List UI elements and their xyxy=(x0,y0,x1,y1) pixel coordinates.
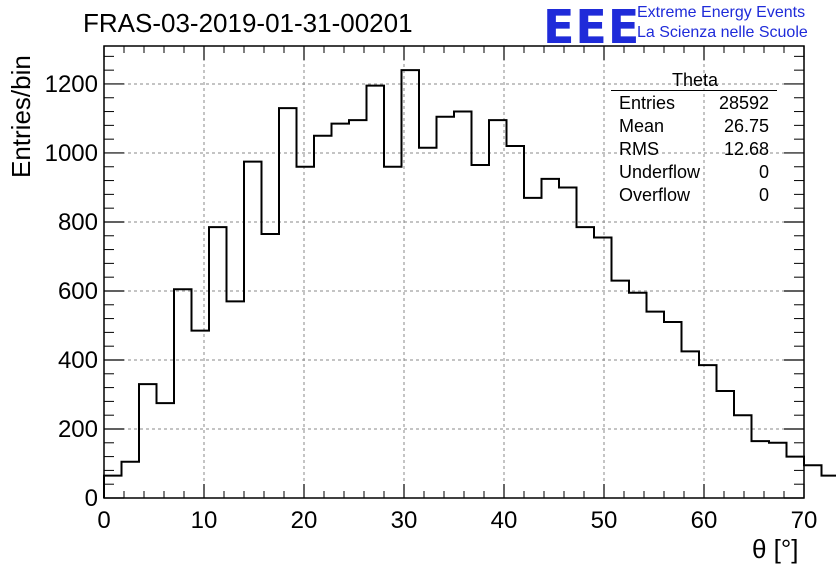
x-tick-label: 60 xyxy=(691,507,718,534)
stats-label: Overflow xyxy=(619,185,691,205)
histogram-bin xyxy=(437,117,455,498)
histogram-bin xyxy=(717,391,735,498)
histogram-bin xyxy=(647,312,665,498)
stats-value: 26.75 xyxy=(723,116,769,136)
x-tick-label: 70 xyxy=(791,507,818,534)
y-tick-label: 0 xyxy=(85,485,98,512)
histogram-bin xyxy=(787,457,805,498)
histogram-bin xyxy=(157,403,175,498)
stats-row-entries: Entries 28592 xyxy=(611,92,777,115)
histogram-bin xyxy=(104,476,122,498)
stats-label: RMS xyxy=(619,139,659,159)
histogram-bin xyxy=(279,108,297,498)
histogram-bin xyxy=(384,167,402,498)
eee-logo: EEE xyxy=(543,0,641,54)
histogram-bin xyxy=(559,187,577,498)
y-tick-label: 400 xyxy=(58,347,98,374)
y-tick-labels: 0 200 400 600 800 1000 1200 xyxy=(45,71,98,512)
histogram-bin xyxy=(402,70,420,498)
stats-value: 12.68 xyxy=(723,139,769,159)
histogram-bin xyxy=(699,365,717,498)
histogram-bin xyxy=(139,384,157,498)
chart-title: FRAS-03-2019-01-31-00201 xyxy=(83,8,413,38)
y-tick-label: 1000 xyxy=(45,140,98,167)
histogram-bin xyxy=(612,281,630,498)
y-tick-label: 200 xyxy=(58,416,98,443)
x-tick-labels: 0 10 20 30 40 50 60 70 xyxy=(97,507,817,534)
stats-row-overflow: Overflow 0 xyxy=(611,184,777,207)
stats-row-rms: RMS 12.68 xyxy=(611,138,777,161)
y-tick-label: 1200 xyxy=(45,71,98,98)
histogram-bin xyxy=(192,331,210,498)
histogram-bin xyxy=(507,146,525,498)
histogram-bin xyxy=(629,293,647,498)
histogram-bin xyxy=(174,289,192,498)
histogram-bin xyxy=(332,124,350,498)
plot-frame xyxy=(103,45,805,499)
axis-ticks xyxy=(103,46,805,499)
histogram-bin xyxy=(594,237,612,498)
stats-label: Mean xyxy=(619,116,665,136)
stats-value: 0 xyxy=(758,185,769,205)
stats-value: 28592 xyxy=(718,93,769,113)
histogram-bin xyxy=(349,120,367,498)
histogram-bin xyxy=(472,165,490,498)
x-tick-label: 10 xyxy=(191,507,218,534)
histogram-bin xyxy=(297,167,315,498)
histogram-bin xyxy=(682,351,700,498)
histogram-bin xyxy=(524,198,542,498)
x-tick-label: 0 xyxy=(97,507,110,534)
histogram-bin xyxy=(122,462,140,498)
histogram-bin xyxy=(804,465,822,498)
histogram-bin xyxy=(262,234,280,498)
logo-line-2: La Scienza nelle Scuole xyxy=(637,24,808,41)
histogram-bin xyxy=(542,179,560,498)
stats-box: Theta Entries 28592 Mean 26.75 RMS 12.68… xyxy=(611,70,777,207)
histogram-bin xyxy=(822,476,836,498)
logo-line-1: Extreme Energy Events xyxy=(637,4,806,21)
histogram-bin xyxy=(314,136,332,498)
stats-divider xyxy=(611,90,777,91)
grid-lines xyxy=(104,46,804,498)
histogram-bin xyxy=(769,443,787,498)
x-tick-label: 20 xyxy=(291,507,318,534)
histogram-bin xyxy=(227,301,245,498)
y-tick-label: 800 xyxy=(58,209,98,236)
histogram-bin xyxy=(209,227,227,498)
stats-label: Entries xyxy=(619,93,676,113)
x-tick-label: 30 xyxy=(391,507,418,534)
histogram-bin xyxy=(367,86,385,498)
stats-row-mean: Mean 26.75 xyxy=(611,115,777,138)
histogram-bin xyxy=(752,441,770,498)
histogram-bin xyxy=(454,112,472,498)
histogram-bin xyxy=(577,227,595,498)
stats-row-underflow: Underflow 0 xyxy=(611,161,777,184)
histogram-bin xyxy=(419,148,437,498)
histogram-bin xyxy=(734,415,752,498)
x-tick-label: 50 xyxy=(591,507,618,534)
y-tick-label: 600 xyxy=(58,278,98,305)
y-axis-label: Entries/bin xyxy=(6,55,36,178)
histogram-bin xyxy=(664,322,682,498)
stats-label: Underflow xyxy=(619,162,701,182)
histogram-bin xyxy=(244,162,262,498)
histogram-bin xyxy=(489,120,507,498)
histogram-step-line xyxy=(103,69,836,498)
stats-title: Theta xyxy=(671,70,719,90)
x-tick-label: 40 xyxy=(491,507,518,534)
x-axis-label: θ [°] xyxy=(752,534,799,564)
stats-value: 0 xyxy=(758,162,769,182)
